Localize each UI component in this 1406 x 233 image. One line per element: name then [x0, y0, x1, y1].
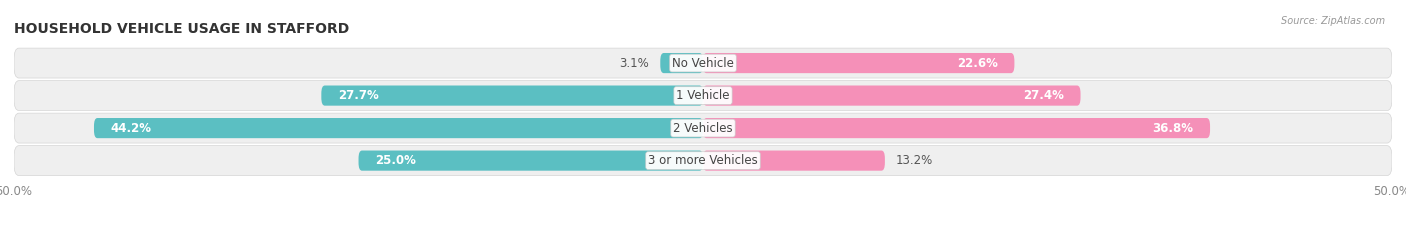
Text: 36.8%: 36.8% — [1153, 122, 1194, 135]
FancyBboxPatch shape — [703, 86, 1081, 106]
Text: No Vehicle: No Vehicle — [672, 57, 734, 70]
FancyBboxPatch shape — [14, 48, 1392, 78]
FancyBboxPatch shape — [14, 81, 1392, 110]
FancyBboxPatch shape — [322, 86, 703, 106]
FancyBboxPatch shape — [14, 113, 1392, 143]
FancyBboxPatch shape — [703, 151, 884, 171]
Text: 27.4%: 27.4% — [1024, 89, 1064, 102]
Text: 13.2%: 13.2% — [896, 154, 934, 167]
Text: 27.7%: 27.7% — [337, 89, 378, 102]
FancyBboxPatch shape — [359, 151, 703, 171]
FancyBboxPatch shape — [94, 118, 703, 138]
Text: 22.6%: 22.6% — [957, 57, 998, 70]
Text: 3.1%: 3.1% — [620, 57, 650, 70]
FancyBboxPatch shape — [661, 53, 703, 73]
Legend: Owner-occupied, Renter-occupied: Owner-occupied, Renter-occupied — [578, 230, 828, 233]
Text: 2 Vehicles: 2 Vehicles — [673, 122, 733, 135]
Text: HOUSEHOLD VEHICLE USAGE IN STAFFORD: HOUSEHOLD VEHICLE USAGE IN STAFFORD — [14, 22, 349, 36]
Text: 25.0%: 25.0% — [375, 154, 416, 167]
FancyBboxPatch shape — [703, 53, 1014, 73]
Text: 1 Vehicle: 1 Vehicle — [676, 89, 730, 102]
Text: 44.2%: 44.2% — [111, 122, 152, 135]
FancyBboxPatch shape — [14, 146, 1392, 175]
Text: 3 or more Vehicles: 3 or more Vehicles — [648, 154, 758, 167]
FancyBboxPatch shape — [703, 118, 1211, 138]
Text: Source: ZipAtlas.com: Source: ZipAtlas.com — [1281, 16, 1385, 26]
